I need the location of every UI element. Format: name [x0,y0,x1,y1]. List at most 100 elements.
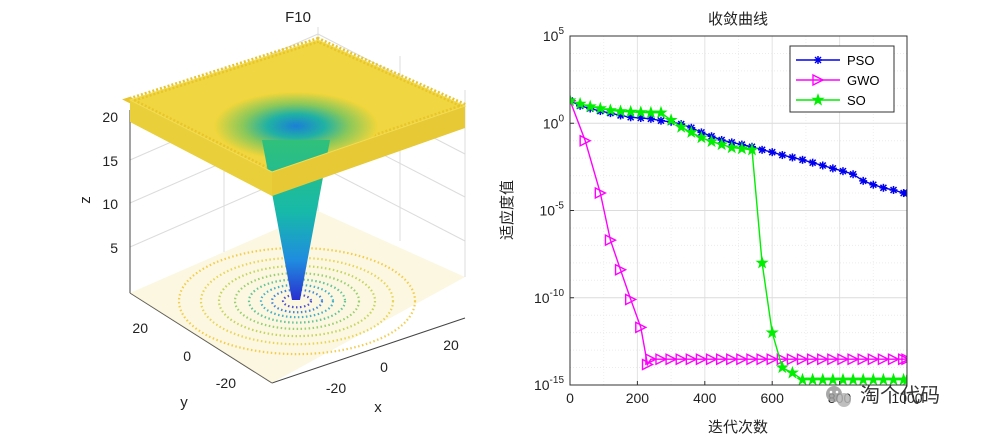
data-point [745,142,759,156]
contour-ring [217,264,377,338]
convergence-gridlines [569,35,908,386]
convergence-y-axis-label: 适应度值 [498,180,516,240]
legend-entry: GWO [796,73,880,88]
data-point [746,353,759,366]
z-tick-label: 5 [110,240,118,256]
data-point [827,353,840,366]
data-point [808,158,817,167]
legend: PSO GWO SO [789,45,895,113]
x-tick-label: -20 [326,380,346,396]
z-tick-labels: 20 15 10 5 [102,109,118,256]
x-tick-label: 200 [626,390,650,406]
z-tick-label: 20 [102,109,118,125]
x-tick-label: 400 [693,390,717,406]
data-point [594,186,607,200]
data-point [900,372,907,385]
surface-funnel [214,92,378,160]
x-tick-label: 1000 [891,390,922,406]
data-point [705,353,719,366]
y-tick-label: 10-10 [534,288,564,306]
x-tick-label: 0 [566,390,574,406]
legend-label: GWO [847,73,880,88]
data-point [675,353,688,366]
data-point [814,56,822,64]
series-so [570,93,907,385]
data-point [786,353,799,366]
x-tick-labels: -20 0 20 [326,337,459,396]
data-point [837,353,850,366]
contour-ring [259,283,335,319]
data-point [879,183,888,192]
data-point [812,73,825,87]
data-point [785,365,799,379]
data-point [887,353,901,366]
data-point [641,358,655,371]
data-point [613,104,628,117]
legend-entry: PSO [796,53,874,68]
data-point [634,105,648,118]
contour-ring [233,272,361,331]
data-point [877,353,890,366]
data-point [788,153,797,162]
legend-box [789,45,895,113]
data-point [847,353,860,366]
y-tick-label: 100 [543,113,565,131]
legend-entry: SO [796,93,866,108]
data-point [889,185,898,194]
data-point [664,113,678,126]
y-tick-label: 0 [183,348,191,364]
data-point [715,353,729,366]
data-point [624,105,638,118]
y-tick-labels: 20 0 -20 [132,320,236,391]
data-point [756,353,769,366]
data-point [811,93,825,106]
data-point [635,321,648,334]
surface-plot-title: F10 [285,9,311,26]
watermark-text: 淘个代码 [860,384,940,407]
data-point [869,180,878,189]
x-tick-label: 0 [380,359,388,375]
x-tick-label: 20 [443,337,459,353]
data-point [725,140,739,154]
data-point [656,116,665,125]
data-point [726,353,739,366]
contour-ring [247,278,347,324]
convergence-x-axis-label: 迭代次数 [708,419,768,436]
x-tick-label: 600 [761,390,785,406]
data-point [806,353,820,366]
data-point [758,145,767,154]
convergence-plot-title: 收敛曲线 [708,11,768,28]
y-tick-label: 20 [132,320,148,336]
data-point [755,255,769,269]
data-point [768,148,777,157]
data-point [817,353,830,366]
data-point [570,93,577,107]
z-axis-label: z [77,196,94,204]
wechat-icon [826,386,851,407]
data-point [838,167,847,176]
y-tick-label: -20 [216,375,236,391]
y-axis-line [129,292,273,384]
contour-ring [270,288,324,314]
data-point [715,137,729,151]
data-point [685,353,698,366]
surface-plateau [122,36,474,300]
contour-ring [177,246,417,356]
data-point [798,155,807,164]
data-point [704,134,719,148]
data-point [694,130,708,144]
y-axis-label: y [180,394,188,411]
data-point [593,101,607,115]
x-axis-label: x [374,399,382,416]
legend-label: PSO [847,53,874,68]
x-axis-line [271,317,466,384]
data-point [684,125,698,138]
data-point [655,353,668,366]
data-point [579,134,592,147]
data-point [867,353,880,366]
data-point [897,353,907,366]
convergence-plot-axes: 收敛曲线 02004006008001000 10510010-510-1010… [498,11,923,436]
data-point [614,263,628,276]
data-point [849,170,858,179]
data-point [573,96,587,110]
